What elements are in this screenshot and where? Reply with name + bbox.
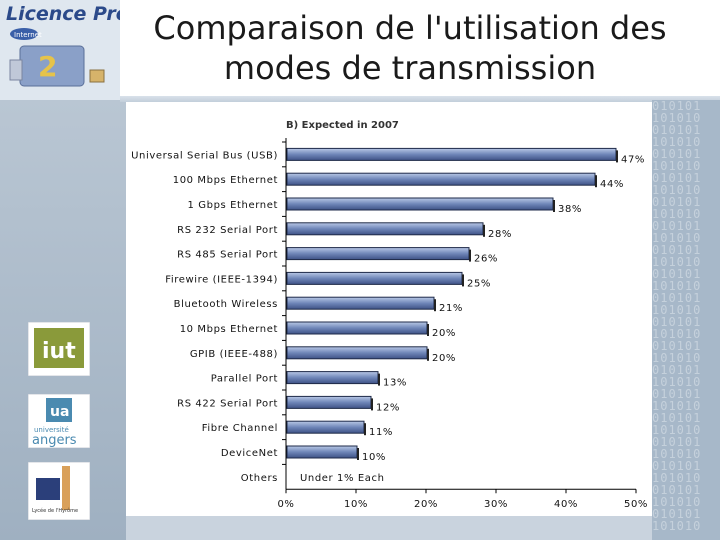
category-label: RS 485 Serial Port (177, 250, 278, 261)
bar-shadow (483, 224, 485, 237)
bar (286, 346, 428, 360)
licence-pro-logo: Licence Pro Internet 2 (0, 0, 120, 100)
bar (286, 271, 463, 285)
category-label: 1 Gbps Ethernet (188, 200, 278, 211)
bar (286, 222, 484, 236)
lycee-logo: Lycée de l'Hyrôme (28, 462, 90, 520)
category-label: Fibre Channel (202, 423, 278, 434)
top-decor-band (120, 96, 720, 102)
category-label: Bluetooth Wireless (174, 299, 278, 310)
data-label: 10% (362, 452, 386, 463)
data-label: 11% (369, 427, 393, 438)
category-label: RS 422 Serial Port (177, 398, 278, 409)
bar-chart: B) Expected in 2007 Universal Serial Bus… (131, 120, 648, 510)
bar-shadow (553, 200, 555, 212)
x-tick-label: 30% (484, 499, 508, 510)
universite-angers-logo: ua université angers (28, 394, 90, 448)
data-label: Under 1% Each (300, 473, 385, 484)
category-label: DeviceNet (221, 448, 278, 459)
bar (286, 321, 428, 335)
category-label: Parallel Port (211, 374, 278, 385)
bar-shadow (364, 423, 366, 436)
data-label: 26% (474, 254, 498, 265)
x-tick-label: 50% (624, 499, 648, 510)
chart-marks: Universal Serial Bus (USB) 47% 100 Mbps Et… (131, 138, 648, 510)
slide-title: Comparaison de l'utilisation des modes d… (130, 8, 690, 88)
data-label: 28% (488, 229, 512, 240)
bar (286, 147, 617, 161)
right-binary-band: 010101 101010 010101 101010 010101 10101… (652, 100, 720, 540)
logo-sub: Internet (14, 31, 42, 39)
angers-text: angers (32, 433, 77, 448)
data-label: 21% (439, 303, 463, 314)
bar-shadow (469, 249, 471, 262)
ua-logo-text: ua (50, 404, 69, 420)
bar-shadow (371, 398, 373, 411)
data-label: 20% (432, 328, 456, 339)
bar-shadow (427, 348, 429, 361)
data-label: 44% (600, 179, 624, 190)
x-tick-label: 40% (554, 499, 578, 510)
logo-number: 2 (38, 50, 57, 83)
category-label: Universal Serial Bus (USB) (131, 150, 278, 161)
bar (286, 197, 554, 211)
bar (286, 445, 358, 459)
bar-shadow (434, 299, 436, 312)
data-label: 13% (383, 378, 407, 389)
bar-shadow (595, 175, 597, 188)
category-label: Firewire (IEEE-1394) (165, 274, 278, 285)
iut-logo: iut (28, 322, 90, 376)
bar (286, 247, 470, 261)
bar-shadow (616, 150, 618, 163)
logo-title: Licence Pro (6, 3, 120, 25)
category-label: Others (241, 473, 278, 484)
category-label: 100 Mbps Ethernet (173, 175, 278, 186)
bottom-decor-band (126, 516, 652, 540)
box-icon (89, 69, 105, 83)
category-label: GPIB (IEEE-488) (190, 349, 278, 360)
category-label: RS 232 Serial Port (177, 225, 278, 236)
bar-shadow (357, 448, 359, 460)
data-label: 20% (432, 353, 456, 364)
data-label: 38% (558, 204, 582, 215)
bar (286, 296, 435, 310)
x-tick-label: 0% (277, 499, 294, 510)
bar-shadow (378, 373, 380, 386)
x-tick-label: 10% (344, 499, 368, 510)
lycee-text: Lycée de l'Hyrôme (32, 507, 78, 514)
bar (286, 420, 365, 434)
internet-badge (10, 28, 38, 40)
bar (286, 172, 596, 186)
bar (286, 395, 372, 409)
chart-panel: B) Expected in 2007 Universal Serial Bus… (126, 102, 652, 516)
computer-icon (9, 59, 23, 81)
data-label: 12% (376, 402, 400, 413)
data-label: 25% (467, 278, 491, 289)
universite-text: université (34, 426, 69, 434)
x-tick-label: 20% (414, 499, 438, 510)
slide-title-line-2: modes de transmission (223, 49, 597, 87)
bar-shadow (427, 324, 429, 336)
bar-shadow (462, 274, 464, 287)
chart-title: B) Expected in 2007 (286, 120, 399, 131)
iut-logo-text: iut (42, 339, 76, 364)
slide-title-line-1: Comparaison de l'utilisation des (153, 9, 667, 47)
bar (286, 371, 379, 385)
category-label: 10 Mbps Ethernet (180, 324, 278, 335)
binary-pattern: 010101 101010 010101 101010 010101 10101… (652, 100, 702, 533)
data-label: 47% (621, 154, 645, 165)
